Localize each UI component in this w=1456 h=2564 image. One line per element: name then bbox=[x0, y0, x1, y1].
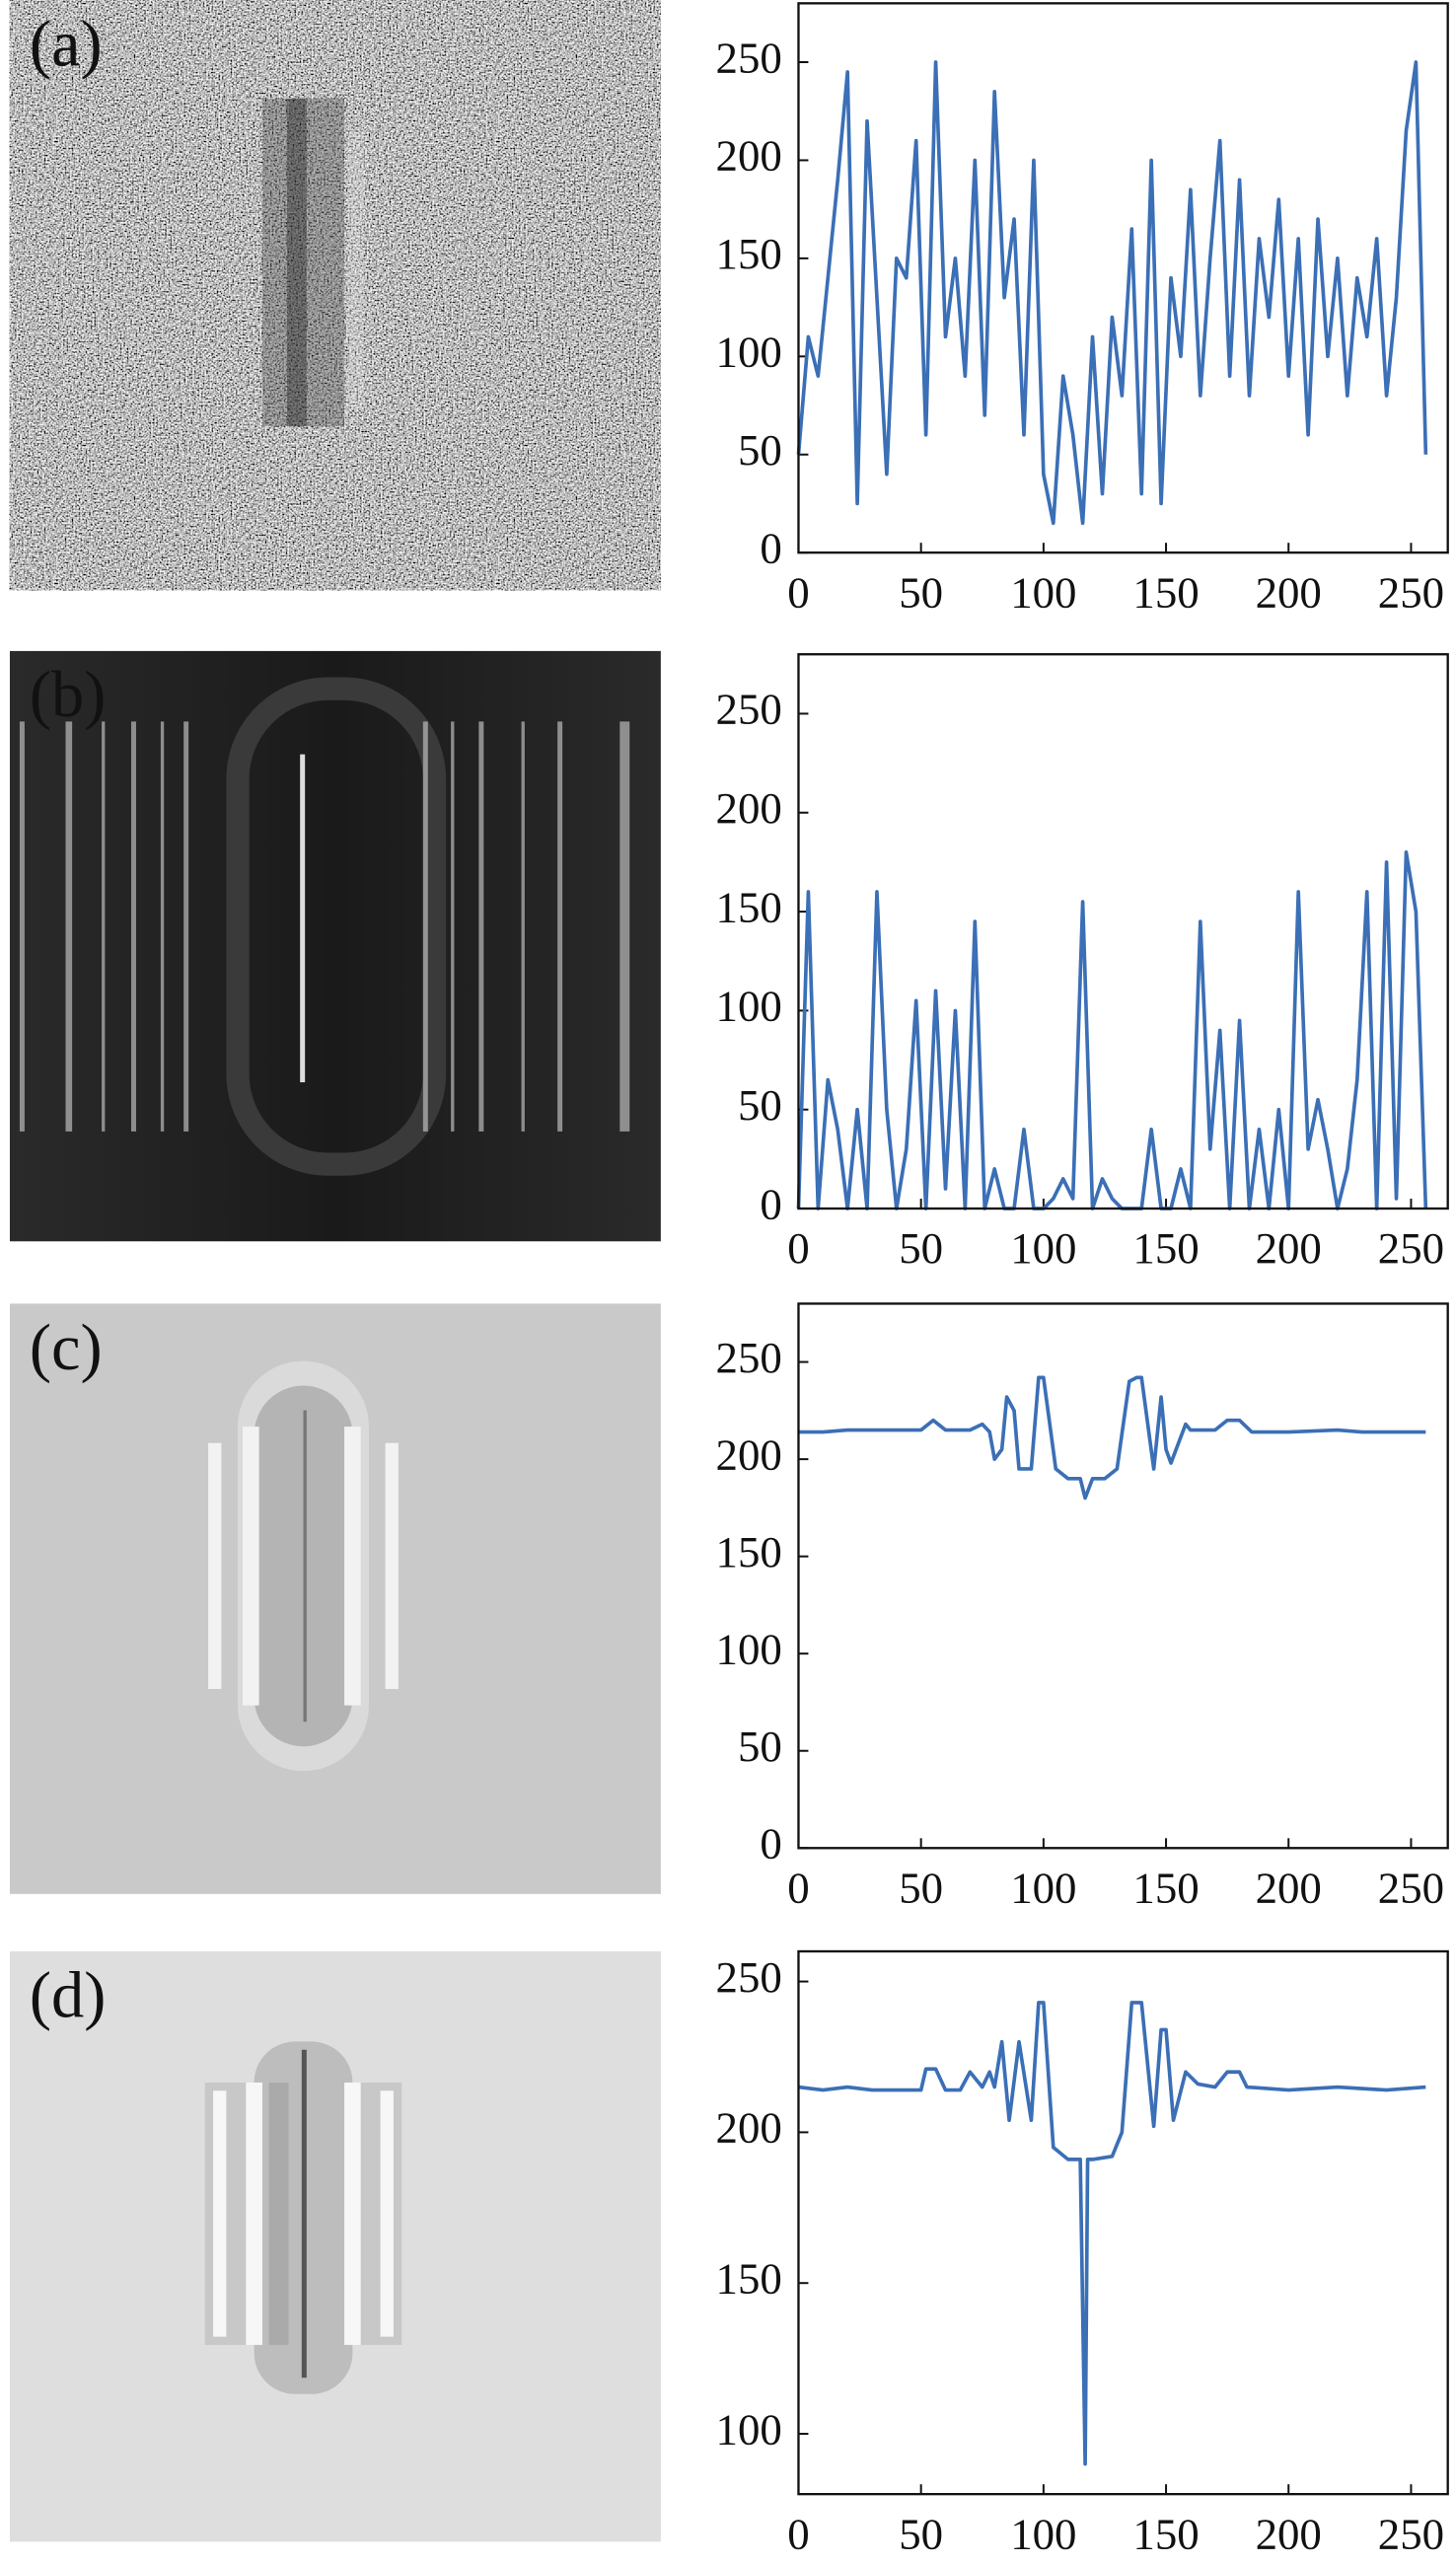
x-tick-label: 100 bbox=[1010, 1863, 1076, 1912]
x-tick-label: 200 bbox=[1256, 567, 1322, 617]
x-tick-label: 50 bbox=[899, 1863, 943, 1912]
plot-frame bbox=[797, 653, 1449, 1210]
y-tick-label: 100 bbox=[716, 328, 782, 377]
panel-label: (a) bbox=[30, 8, 103, 80]
y-tick-label: 150 bbox=[716, 1527, 782, 1576]
y-tick-label: 150 bbox=[716, 2254, 782, 2304]
y-tick-label: 200 bbox=[716, 783, 782, 833]
data-line bbox=[796, 60, 1428, 526]
x-tick-label: 0 bbox=[787, 567, 809, 617]
y-tick-label: 50 bbox=[738, 1080, 782, 1130]
y-tick-label: 200 bbox=[716, 1429, 782, 1479]
plot-frame bbox=[797, 1949, 1449, 2496]
y-tick-label: 50 bbox=[738, 425, 782, 475]
y-tick-label: 200 bbox=[716, 131, 782, 181]
x-tick-label: 200 bbox=[1256, 2509, 1322, 2558]
image-a bbox=[9, 0, 661, 591]
plot-frame bbox=[797, 2, 1449, 554]
x-tick-label: 150 bbox=[1132, 1863, 1199, 1912]
x-tick-label: 100 bbox=[1010, 2509, 1076, 2558]
x-tick-label: 100 bbox=[1010, 1223, 1076, 1273]
x-tick-label: 50 bbox=[899, 567, 943, 617]
panel-label: (d) bbox=[30, 1959, 107, 2031]
image-b bbox=[9, 650, 661, 1242]
x-tick-label: 150 bbox=[1132, 567, 1199, 617]
y-tick-label: 100 bbox=[716, 2404, 782, 2454]
x-tick-label: 0 bbox=[787, 1223, 809, 1273]
data-line bbox=[796, 850, 1428, 1210]
panel-label: (c) bbox=[30, 1312, 103, 1384]
data-line bbox=[798, 2001, 1426, 2466]
x-tick-label: 50 bbox=[899, 2509, 943, 2558]
plot-frame bbox=[797, 1302, 1449, 1850]
y-tick-label: 100 bbox=[716, 982, 782, 1031]
y-tick-label: 250 bbox=[716, 1952, 782, 2002]
y-tick-label: 250 bbox=[716, 33, 782, 82]
y-tick-label: 0 bbox=[760, 523, 781, 572]
y-tick-label: 50 bbox=[738, 1722, 782, 1771]
y-tick-label: 150 bbox=[716, 882, 782, 931]
image-c bbox=[9, 1303, 661, 1894]
y-tick-label: 200 bbox=[716, 2103, 782, 2153]
y-tick-label: 0 bbox=[760, 1179, 781, 1228]
x-tick-label: 250 bbox=[1378, 567, 1444, 617]
data-line bbox=[798, 1375, 1426, 1501]
x-tick-label: 100 bbox=[1010, 567, 1076, 617]
x-tick-label: 150 bbox=[1132, 2509, 1199, 2558]
x-tick-label: 200 bbox=[1256, 1223, 1322, 1273]
y-tick-label: 100 bbox=[716, 1624, 782, 1673]
x-tick-label: 0 bbox=[787, 1863, 809, 1912]
y-tick-label: 250 bbox=[716, 685, 782, 734]
y-tick-label: 250 bbox=[716, 1333, 782, 1382]
y-tick-label: 0 bbox=[760, 1819, 781, 1868]
panel-label: (b) bbox=[30, 659, 107, 731]
x-tick-label: 250 bbox=[1378, 2509, 1444, 2558]
x-tick-label: 50 bbox=[899, 1223, 943, 1273]
x-tick-label: 250 bbox=[1378, 1223, 1444, 1273]
x-tick-label: 0 bbox=[787, 2509, 809, 2558]
x-tick-label: 250 bbox=[1378, 1863, 1444, 1912]
x-tick-label: 200 bbox=[1256, 1863, 1322, 1912]
y-tick-label: 150 bbox=[716, 229, 782, 278]
image-d bbox=[9, 1950, 661, 2542]
x-tick-label: 150 bbox=[1132, 1223, 1199, 1273]
